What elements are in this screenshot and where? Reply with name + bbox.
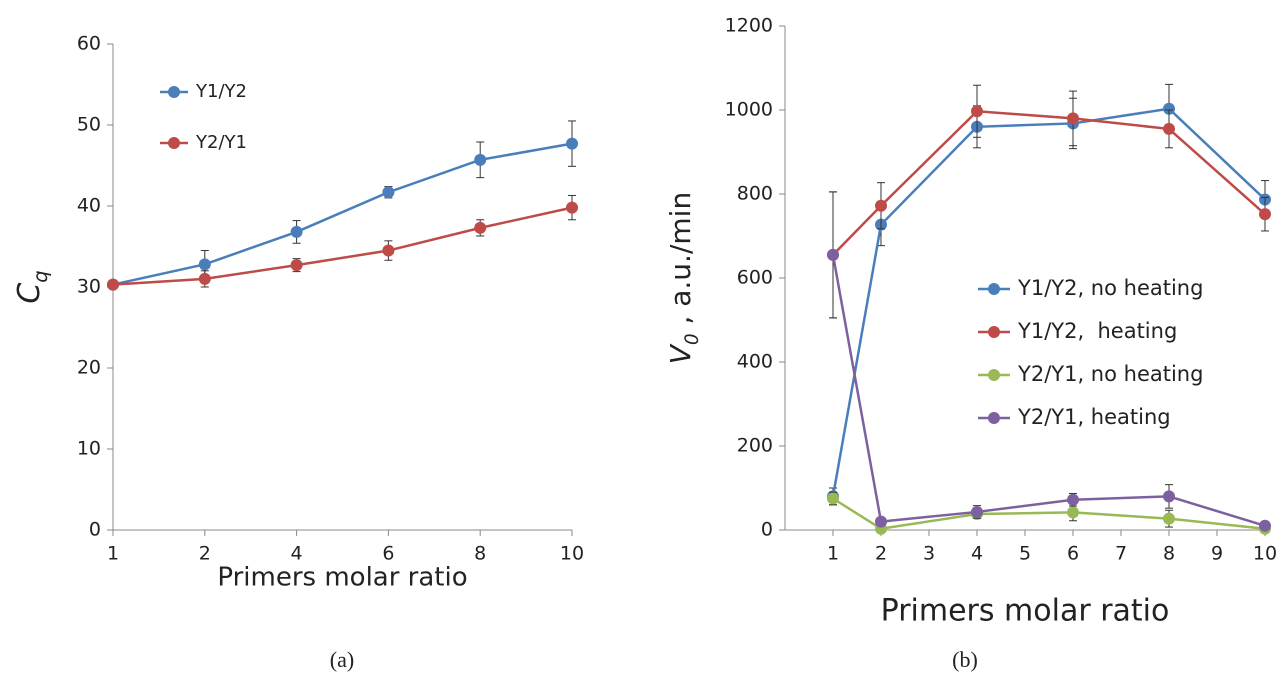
y-tick-label: 50 — [77, 114, 101, 136]
y-tick-label: 0 — [761, 519, 773, 541]
series-line — [832, 109, 1266, 256]
legend-marker — [168, 137, 180, 149]
y-tick-label: 60 — [77, 33, 101, 55]
x-tick-label: 4 — [291, 543, 303, 565]
point — [1067, 493, 1079, 506]
point — [474, 153, 487, 166]
x-tick-label: 9 — [1211, 543, 1223, 565]
y-axis-label: V0 , a.u./min — [664, 192, 703, 364]
y-axis-label-sub: 0 — [682, 333, 703, 345]
y-tick-label: 1000 — [725, 99, 773, 121]
x-axis-label: Primers molar ratio — [881, 594, 1170, 629]
x-tick-label: 2 — [875, 543, 887, 565]
y-tick-label: 40 — [77, 195, 101, 217]
point — [1259, 519, 1271, 532]
y-tick-label: 200 — [737, 435, 773, 457]
point — [1163, 102, 1175, 115]
point — [198, 258, 211, 271]
point — [971, 105, 983, 118]
x-tick-label: 10 — [1253, 543, 1277, 565]
series-line — [832, 497, 1266, 531]
point — [1163, 512, 1175, 525]
series-line — [112, 206, 573, 286]
point — [290, 259, 303, 272]
legend-marker — [168, 86, 180, 98]
legend-label: Y1/Y2 — [195, 81, 247, 102]
y-axis-label-rest: , a.u./min — [664, 192, 697, 334]
legend-marker — [988, 326, 1000, 338]
series-line — [831, 254, 1266, 527]
y-tick-label: 400 — [737, 351, 773, 373]
point — [566, 137, 578, 150]
y-tick-label: 800 — [737, 183, 773, 205]
x-tick-label: 1 — [107, 543, 119, 565]
point — [971, 505, 983, 518]
y-tick-label: 600 — [737, 267, 773, 289]
legend-label: Y2/Y1, no heating — [1017, 362, 1203, 386]
point — [875, 199, 887, 212]
x-tick-label: 2 — [199, 543, 211, 565]
x-tick-label: 6 — [382, 543, 394, 565]
y-axis-label-main: V — [664, 343, 697, 364]
caption: (b) — [952, 647, 978, 672]
legend-label: Y1/Y2, heating — [1017, 319, 1177, 343]
legend-marker — [988, 412, 1000, 424]
x-tick-label: 3 — [923, 543, 935, 565]
point — [566, 201, 578, 214]
point — [107, 278, 119, 291]
legend-label: Y2/Y1 — [195, 132, 247, 153]
y-tick-label: 20 — [77, 357, 101, 379]
point — [290, 225, 303, 238]
series-line — [112, 142, 573, 286]
point — [827, 492, 839, 505]
y-tick-label: 10 — [77, 438, 101, 460]
x-tick-label: 6 — [1067, 543, 1079, 565]
point — [382, 244, 395, 257]
x-tick-label: 8 — [1163, 543, 1175, 565]
point — [1259, 208, 1271, 221]
y-axis-label: Cq — [12, 270, 53, 303]
point — [474, 221, 487, 234]
legend-label: Y1/Y2, no heating — [1017, 276, 1203, 300]
x-tick-label: 10 — [560, 543, 584, 565]
x-tick-label: 5 — [1019, 543, 1031, 565]
caption: (a) — [330, 647, 354, 672]
x-tick-label: 4 — [971, 543, 983, 565]
point — [1163, 122, 1175, 135]
legend-marker — [988, 283, 1000, 295]
point — [198, 272, 211, 285]
y-tick-label: 0 — [89, 519, 101, 541]
point — [827, 248, 839, 261]
point — [382, 186, 395, 199]
y-tick-label: 30 — [77, 276, 101, 298]
y-axis-label-sub: q — [29, 270, 52, 282]
point — [1163, 490, 1175, 503]
x-tick-label: 1 — [827, 543, 839, 565]
x-axis-label: Primers molar ratio — [217, 563, 467, 593]
y-tick-label: 1200 — [725, 15, 773, 37]
x-tick-label: 7 — [1115, 543, 1127, 565]
legend-marker — [988, 369, 1000, 381]
point — [1067, 506, 1079, 519]
y-axis-label-main: C — [12, 283, 47, 304]
x-tick-label: 8 — [474, 543, 486, 565]
legend-label: Y2/Y1, heating — [1017, 405, 1171, 429]
point — [875, 515, 887, 528]
point — [1067, 112, 1079, 125]
series-line — [831, 107, 1266, 497]
